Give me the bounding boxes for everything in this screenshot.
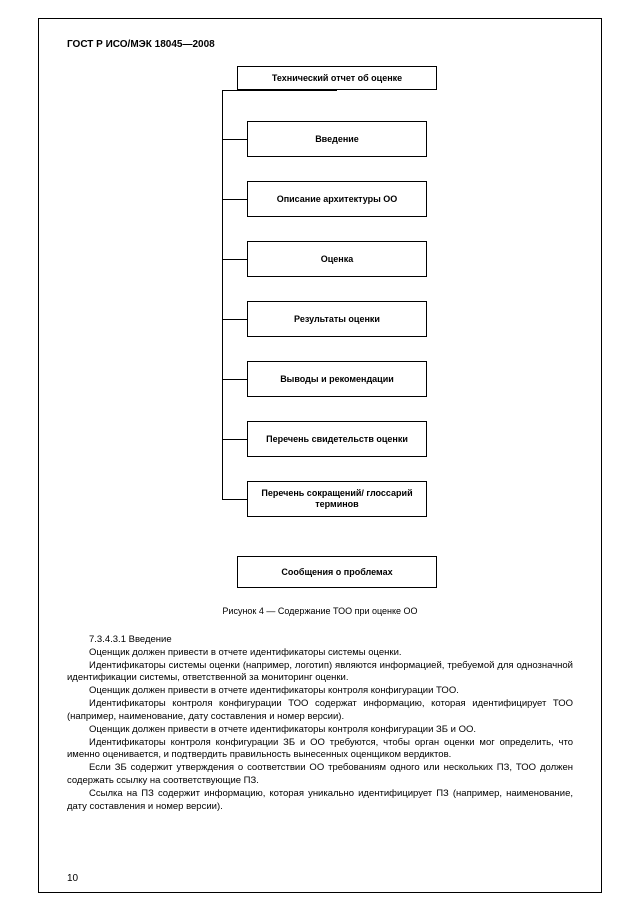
connector-line: [222, 139, 247, 140]
paragraph: Ссылка на ПЗ содержит информацию, котора…: [67, 788, 573, 814]
paragraph: Если ЗБ содержит утверждения о соответст…: [67, 762, 573, 788]
diagram-child-box: Введение: [247, 121, 427, 157]
paragraph: Идентификаторы контроля конфигурации ТОО…: [67, 698, 573, 724]
diagram-child-box: Результаты оценки: [247, 301, 427, 337]
figure-caption: Рисунок 4 — Содержание ТОО при оценке ОО: [67, 606, 573, 616]
paragraph: Оценщик должен привести в отчете идентиф…: [67, 724, 573, 737]
connector-line: [222, 319, 247, 320]
diagram-child-box: Выводы и рекомендации: [247, 361, 427, 397]
page-number: 10: [67, 873, 78, 884]
paragraph: Оценщик должен привести в отчете идентиф…: [67, 647, 573, 660]
diagram-child-box: Перечень свидетельств оценки: [247, 421, 427, 457]
connector-line: [222, 259, 247, 260]
diagram-child-box: Оценка: [247, 241, 427, 277]
section-heading: 7.3.4.3.1 Введение: [67, 634, 573, 647]
connector-line: [222, 199, 247, 200]
diagram-figure: Технический отчет об оценке Введение Описа…: [67, 66, 573, 606]
body-text: 7.3.4.3.1 ВведениеОценщик должен привест…: [67, 634, 573, 813]
connector-line: [222, 499, 247, 500]
connector-line: [222, 379, 247, 380]
connector-line: [222, 90, 337, 91]
paragraph: Оценщик должен привести в отчете идентиф…: [67, 685, 573, 698]
paragraph: Идентификаторы контроля конфигурации ЗБ …: [67, 737, 573, 763]
document-page: ГОСТ Р ИСО/МЭК 18045—2008 Технический от…: [38, 18, 602, 893]
document-header: ГОСТ Р ИСО/МЭК 18045—2008: [67, 39, 573, 50]
paragraph: Идентификаторы системы оценки (например,…: [67, 660, 573, 686]
connector-line: [222, 90, 223, 499]
diagram-standalone-box: Сообщения о проблемах: [237, 556, 437, 588]
diagram-child-box: Перечень сокращений/ глоссарий терминов: [247, 481, 427, 517]
diagram-title-box: Технический отчет об оценке: [237, 66, 437, 90]
diagram-child-box: Описание архитектуры ОО: [247, 181, 427, 217]
connector-line: [222, 439, 247, 440]
